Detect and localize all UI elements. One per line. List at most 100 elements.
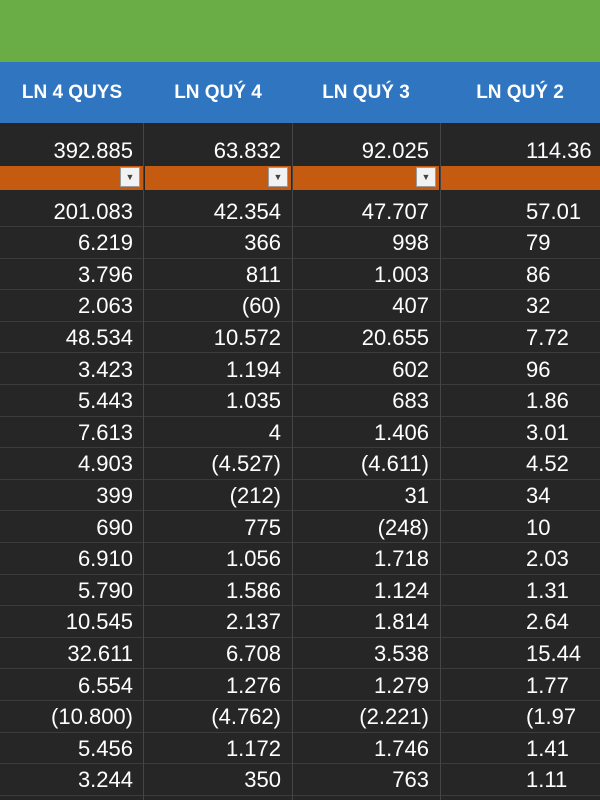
table-cell[interactable]: (212) [229,482,281,508]
table-cell[interactable]: 407 [392,293,429,319]
column-header-ln-quy-4[interactable]: LN QUÝ 4 [174,81,262,103]
table-cell[interactable]: 47.707 [361,198,429,224]
table-cell[interactable]: 1.406 [373,419,429,445]
table-cell[interactable]: 350 [244,767,281,793]
table-cell[interactable]: (1.97 [526,704,577,730]
table-cell[interactable]: 4.903 [77,451,133,477]
table-row: 5.443 1.035 683 1.86 [0,386,600,417]
table-cell[interactable]: 3.244 [77,767,133,793]
table-cell[interactable]: 1.194 [225,356,281,382]
table-cell[interactable]: 399 [96,482,133,508]
table-cell[interactable]: 3.01 [526,419,569,445]
table-cell[interactable]: 20.655 [361,324,429,350]
summary-cell[interactable]: 392.885 [53,137,133,163]
table-cell[interactable]: 1.814 [373,609,429,635]
table-cell[interactable]: 6.554 [77,672,133,698]
table-row: 10.545 2.137 1.814 2.64 [0,607,600,638]
table-cell[interactable]: (4.762) [211,704,281,730]
table-cell[interactable]: (2.221) [359,704,429,730]
table-cell[interactable]: 48.534 [65,324,133,350]
column-header-ln-quy-2[interactable]: LN QUÝ 2 [476,81,564,103]
table-row: 4.903 (4.527) (4.611) 4.52 [0,449,600,480]
table-cell[interactable]: 1.86 [526,388,569,414]
table-cell[interactable]: 3.796 [77,261,133,287]
table-cell[interactable]: 1.124 [373,577,429,603]
column-divider [143,123,144,800]
table-cell[interactable]: 5.790 [77,577,133,603]
table-cell[interactable]: (60) [241,293,281,319]
table-cell[interactable]: 15.44 [526,640,582,666]
column-header-ln-quy-3[interactable]: LN QUÝ 3 [322,81,410,103]
table-cell[interactable]: 998 [392,230,429,256]
table-cell[interactable]: 1.276 [225,672,281,698]
table-cell[interactable]: 10.572 [213,324,281,350]
table-cell[interactable]: 5.456 [77,735,133,761]
dropdown-arrow-icon[interactable]: ▼ [120,167,140,187]
dropdown-arrow-icon[interactable]: ▼ [268,167,288,187]
table-cell[interactable]: 1.77 [526,672,569,698]
table-cell[interactable]: 7.72 [526,324,569,350]
table-cell[interactable]: 10.545 [65,609,133,635]
table-cell[interactable]: 201.083 [53,198,133,224]
filter-row: ▼ ▼ ▼ [0,164,600,192]
summary-cell[interactable]: 114.36 [526,137,592,163]
table-cell[interactable]: 1.035 [225,388,281,414]
table-cell[interactable]: 690 [96,514,133,540]
table-cell[interactable]: 96 [526,356,551,382]
table-cell[interactable]: 32 [526,293,551,319]
table-cell[interactable]: 2.64 [526,609,569,635]
table-cell[interactable]: (4.611) [360,451,429,477]
table-cell[interactable]: 7.613 [77,419,133,445]
table-cell[interactable]: 366 [244,230,281,256]
table-cell[interactable]: 42.354 [213,198,281,224]
column-header-ln-4-quys[interactable]: LN 4 QUYS [21,81,123,103]
table-cell[interactable]: 1.586 [225,577,281,603]
table-cell[interactable]: 57.01 [526,198,582,224]
table-cell[interactable]: 602 [392,356,429,382]
table-cell[interactable]: 4 [268,419,281,445]
table-cell[interactable]: 10 [526,514,551,540]
table-row: 201.083 42.354 47.707 57.01 [0,196,600,227]
table-cell[interactable]: 3.423 [77,356,133,382]
table-cell[interactable]: 1.746 [373,735,429,761]
table-cell[interactable]: 1.003 [373,261,429,287]
table-cell[interactable]: 6.219 [77,230,133,256]
table-cell[interactable]: 2.137 [225,609,281,635]
table-row: 5.790 1.586 1.124 1.31 [0,575,600,607]
table-cell[interactable]: 2.063 [77,293,133,319]
table-cell[interactable]: 79 [526,230,551,256]
table-row: 5.456 1.172 1.746 1.41 [0,733,600,765]
table-cell[interactable]: 4.52 [526,451,569,477]
table-cell[interactable]: 5.443 [77,388,133,414]
summary-cell[interactable]: 92.025 [361,137,429,163]
table-cell[interactable]: 811 [245,261,281,287]
table-cell[interactable]: 1.718 [373,546,429,572]
title-bar [0,0,600,62]
table-cell[interactable]: 1.056 [225,546,281,572]
summary-cell[interactable]: 63.832 [213,137,281,163]
table-cell[interactable]: (10.800) [51,704,133,730]
table-row: 6.219 366 998 79 [0,228,600,259]
table-cell[interactable]: (248) [377,514,429,540]
table-cell[interactable]: 31 [404,482,429,508]
filter-cell [441,166,600,190]
table-cell[interactable]: 34 [526,482,551,508]
table-cell[interactable]: 1.172 [225,735,281,761]
table-row: 48.534 10.572 20.655 7.72 [0,322,600,354]
table-cell[interactable]: 6.910 [77,546,133,572]
table-cell[interactable]: 1.41 [526,735,569,761]
table-cell[interactable]: 3.538 [373,640,429,666]
table-cell[interactable]: 763 [392,767,429,793]
table-cell[interactable]: 1.31 [526,577,569,603]
dropdown-arrow-icon[interactable]: ▼ [416,167,436,187]
table-cell[interactable]: 683 [392,388,429,414]
table-cell[interactable]: 1.279 [373,672,429,698]
table-cell[interactable]: 86 [526,261,551,287]
table-cell[interactable]: 32.611 [67,640,133,666]
table-row: 399 (212) 31 34 [0,480,600,512]
table-cell[interactable]: 1.11 [526,767,568,793]
table-cell[interactable]: 6.708 [225,640,281,666]
table-cell[interactable]: 775 [244,514,281,540]
table-cell[interactable]: 2.03 [526,546,569,572]
table-cell[interactable]: (4.527) [211,451,281,477]
